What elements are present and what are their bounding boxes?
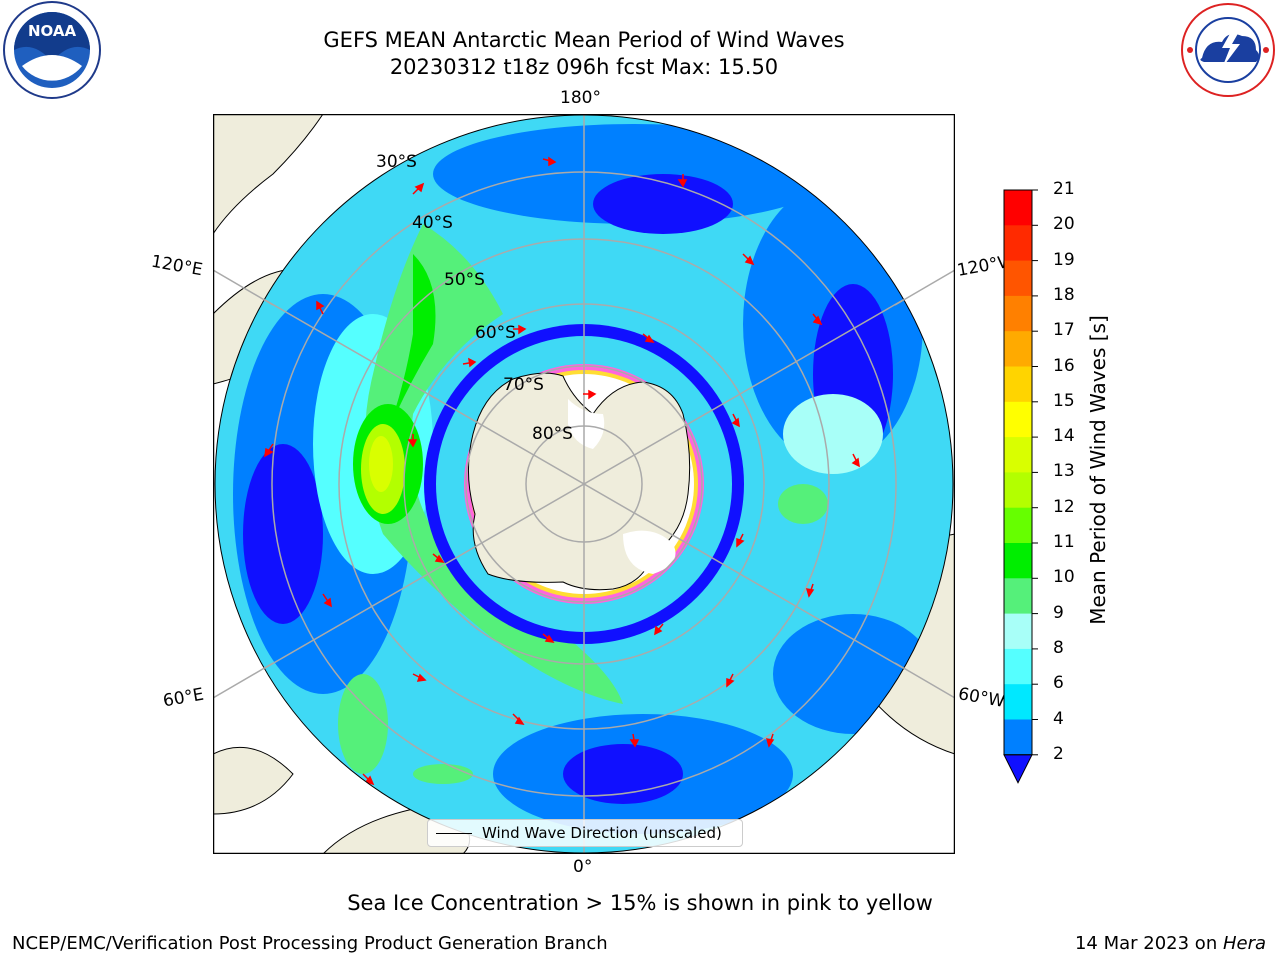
colorbar-segment — [1004, 648, 1032, 685]
lon-label-lower-right: 60°W — [956, 684, 1007, 712]
direction-arrow — [513, 324, 527, 335]
colorbar-ticks: 21 20 19 18 17 16 15 14 13 12 11 10 9 8 6 4 2 — [1053, 0, 1093, 960]
colorbar-segment — [1004, 472, 1032, 509]
direction-arrow — [264, 443, 274, 458]
legend-line-swatch — [436, 832, 472, 834]
colorbar-tick-label: 12 — [1053, 496, 1075, 517]
direction-arrow — [736, 533, 745, 548]
colorbar-segment — [1004, 331, 1032, 367]
colorbar-tick-label: 4 — [1053, 708, 1064, 729]
direction-arrow — [407, 434, 418, 448]
colorbar-extend-arrow — [1003, 754, 1033, 784]
lat-label-30: 30°S — [376, 152, 417, 172]
direction-arrow — [362, 773, 375, 786]
colorbar-tick-label: 19 — [1053, 249, 1075, 270]
colorbar-tick-label: 9 — [1053, 602, 1064, 623]
polar-map — [212, 113, 956, 855]
chart-title: GEFS MEAN Antarctic Mean Period of Wind … — [323, 28, 845, 52]
direction-arrow — [462, 357, 477, 368]
lat-label-50: 50°S — [444, 270, 485, 290]
colorbar-segment — [1004, 437, 1032, 473]
direction-arrow — [805, 583, 815, 598]
colorbar-segment — [1004, 684, 1032, 720]
lat-label-60: 60°S — [475, 323, 516, 343]
direction-arrow — [629, 733, 640, 748]
colorbar-tick-label: 20 — [1053, 214, 1075, 235]
colorbar-tick-label: 11 — [1053, 532, 1075, 552]
direction-arrow — [432, 553, 445, 563]
colorbar-tick-label: 8 — [1053, 637, 1064, 658]
lon-label-lower-left: 60°E — [161, 684, 206, 712]
direction-arrow — [654, 623, 664, 636]
colorbar-segment — [1004, 295, 1032, 332]
colorbar-tick-label: 15 — [1053, 390, 1075, 411]
direction-arrow — [726, 673, 735, 688]
wind-wave-arrows — [264, 156, 860, 786]
colorbar-segment — [1004, 366, 1032, 403]
direction-arrow — [542, 633, 555, 643]
colorbar-segment — [1004, 260, 1032, 297]
direction-arrow — [742, 253, 755, 266]
direction-arrow — [812, 313, 823, 326]
colorbar-tick-label: 16 — [1053, 355, 1075, 376]
colorbar-tick-label: 2 — [1053, 743, 1064, 764]
colorbar-segment — [1004, 190, 1032, 226]
footer-host: Hera — [1222, 933, 1266, 954]
graticule — [215, 115, 953, 853]
map-legend: Wind Wave Direction (unscaled) — [427, 819, 743, 847]
lon-label-top: 180° — [560, 88, 601, 108]
colorbar-tick-label: 18 — [1053, 284, 1075, 305]
direction-arrow — [542, 156, 557, 167]
lat-label-70: 70°S — [503, 375, 544, 395]
footer-date-text: 14 Mar 2023 on — [1074, 933, 1223, 954]
footer-branch: NCEP/EMC/Verification Post Processing Pr… — [12, 933, 608, 954]
colorbar-label: Mean Period of Wind Waves [s] — [1086, 315, 1110, 625]
chart-subtitle: 20230312 t18z 096h fcst Max: 15.50 — [389, 55, 779, 79]
direction-arrow — [512, 713, 525, 725]
direction-arrow — [316, 300, 325, 315]
colorbar — [1000, 186, 1120, 786]
nws-logo — [1178, 0, 1280, 100]
lon-label-bottom: 0° — [573, 857, 593, 877]
colorbar-svg — [1003, 189, 1038, 784]
svg-text:NOAA: NOAA — [28, 22, 77, 40]
lon-label-upper-left: 120°E — [149, 251, 205, 281]
colorbar-segment — [1004, 719, 1032, 756]
direction-arrow — [731, 413, 740, 428]
colorbar-tick-label: 6 — [1053, 673, 1064, 694]
direction-arrow — [677, 174, 688, 188]
colorbar-tick-label: 10 — [1053, 567, 1075, 588]
noaa-logo: NOAA — [0, 0, 105, 102]
colorbar-segment — [1004, 543, 1032, 579]
colorbar-tick-label: 17 — [1053, 320, 1075, 341]
direction-arrow — [765, 733, 775, 748]
direction-arrow — [412, 182, 425, 195]
colorbar-tick-label: 14 — [1053, 426, 1075, 447]
colorbar-tick-label: 13 — [1053, 461, 1075, 482]
direction-arrow — [851, 453, 860, 468]
legend-label: Wind Wave Direction (unscaled) — [482, 824, 722, 842]
colorbar-segment — [1004, 225, 1032, 262]
direction-arrow — [412, 673, 427, 682]
footer-date: 14 Mar 2023 on Hera — [1075, 933, 1266, 954]
direction-arrow — [322, 593, 332, 608]
sea-ice-note: Sea Ice Concentration > 15% is shown in … — [347, 891, 933, 915]
polar-map-svg — [212, 113, 956, 855]
lat-label-40: 40°S — [412, 213, 453, 233]
direction-arrow — [583, 389, 597, 400]
colorbar-segment — [1004, 613, 1032, 650]
colorbar-tick-label: 21 — [1053, 179, 1075, 199]
direction-arrow — [642, 333, 655, 343]
colorbar-segment — [1004, 507, 1032, 544]
colorbar-segment — [1004, 401, 1032, 438]
colorbar-segment — [1004, 578, 1032, 615]
lat-label-80: 80°S — [532, 424, 573, 444]
